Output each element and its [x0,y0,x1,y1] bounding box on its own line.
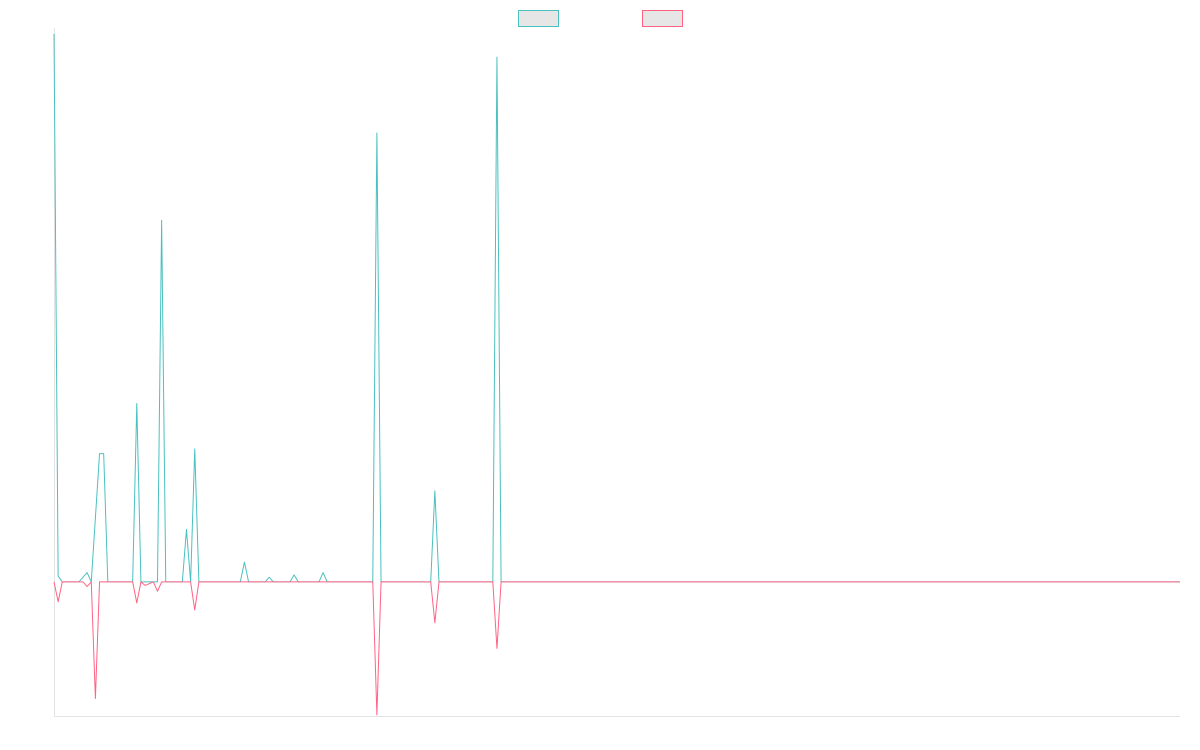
series-line-2[interactable] [53,581,1180,716]
legend[interactable] [518,10,683,27]
axes [54,28,1180,717]
legend-swatch-2[interactable] [642,10,683,27]
legend-swatch-1[interactable] [518,10,559,27]
series-layer [53,33,1180,716]
series-line-1[interactable] [53,33,1180,583]
